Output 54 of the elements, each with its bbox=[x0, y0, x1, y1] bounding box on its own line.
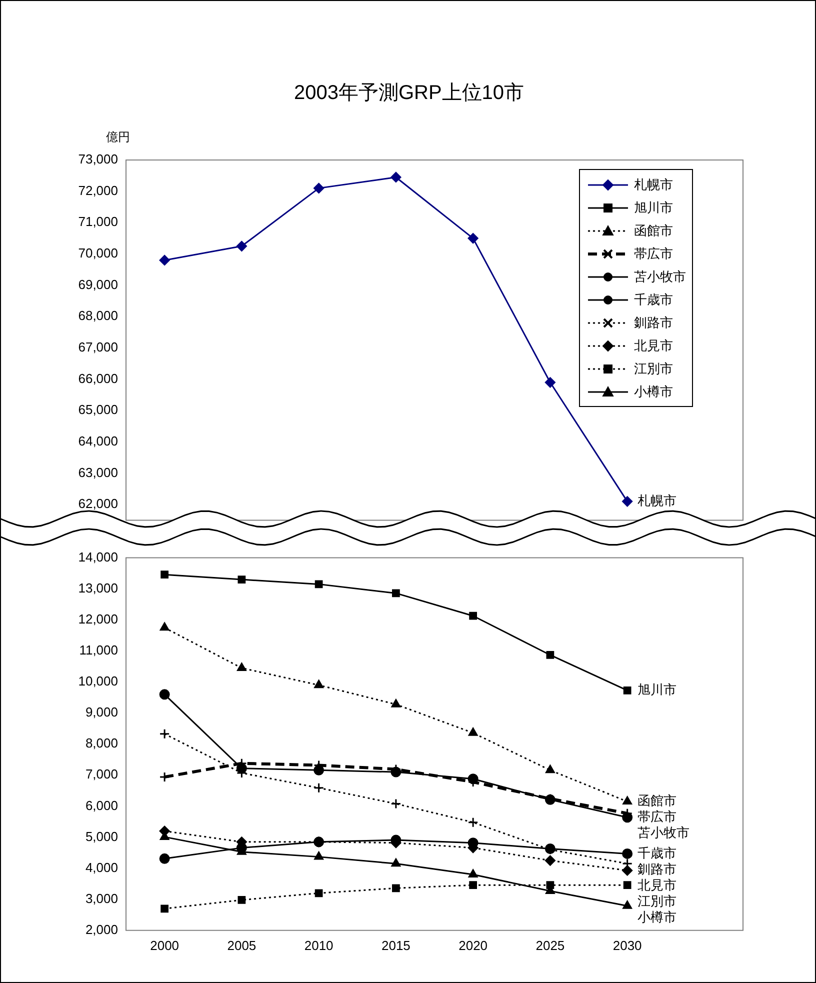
legend-label: 小樽市 bbox=[634, 382, 673, 400]
y-tick-label: 63,000 bbox=[78, 464, 118, 480]
text: 札幌市 bbox=[637, 492, 676, 508]
legend-label: 旭川市 bbox=[634, 198, 673, 216]
y-tick-label: 14,000 bbox=[78, 549, 118, 564]
y-tick-label: 11,000 bbox=[79, 642, 118, 658]
text: 函館市 bbox=[637, 793, 676, 808]
y-tick-label: 64,000 bbox=[78, 433, 118, 448]
y-tick-label: 70,000 bbox=[78, 246, 118, 261]
y-tick-label: 68,000 bbox=[78, 308, 118, 324]
y-tick-label: 3,000 bbox=[85, 890, 118, 906]
legend-label: 江別市 bbox=[634, 360, 673, 378]
y-tick-label: 9,000 bbox=[85, 704, 118, 720]
x-tick-label: 2015 bbox=[381, 938, 410, 953]
legend-label: 千歳市 bbox=[634, 290, 673, 308]
text: 釧路市 bbox=[637, 861, 676, 876]
legend-label: 帯広市 bbox=[634, 244, 673, 262]
chart-title: 2003年予測GRP上位10市 bbox=[292, 81, 526, 106]
y-tick-label: 10,000 bbox=[78, 674, 118, 689]
y-tick-label: 69,000 bbox=[78, 276, 118, 292]
y-tick-label: 66,000 bbox=[78, 370, 118, 386]
y-tick-label: 71,000 bbox=[78, 214, 118, 230]
x-tick-label: 2025 bbox=[536, 938, 565, 953]
x-tick-label: 2020 bbox=[458, 938, 488, 953]
y-tick-label: 4,000 bbox=[85, 860, 118, 875]
x-tick-label: 2000 bbox=[150, 938, 180, 953]
y-tick-label: 8,000 bbox=[85, 736, 118, 751]
y-tick-label: 7,000 bbox=[85, 766, 118, 782]
y-tick-label: 62,000 bbox=[78, 496, 118, 512]
text: 苫小牧市 bbox=[637, 825, 690, 840]
legend-label: 札幌市 bbox=[634, 176, 673, 194]
text: 帯広市 bbox=[637, 809, 676, 824]
text: 江別市 bbox=[637, 893, 676, 908]
text: 旭川市 bbox=[637, 682, 676, 697]
y-tick-label: 65,000 bbox=[78, 402, 118, 418]
x-tick-label: 2010 bbox=[304, 938, 334, 953]
legend-label: 釧路市 bbox=[634, 314, 673, 332]
y-axis-title: 億円 bbox=[106, 129, 130, 146]
text: 千歳市 bbox=[637, 845, 676, 860]
y-tick-label: 5,000 bbox=[85, 828, 118, 844]
y-tick-label: 6,000 bbox=[85, 798, 118, 813]
y-tick-label: 67,000 bbox=[78, 340, 118, 355]
y-tick-label: 13,000 bbox=[78, 580, 118, 596]
text: 小樽市 bbox=[637, 909, 676, 924]
legend-label: 北見市 bbox=[634, 336, 673, 354]
text: 北見市 bbox=[637, 877, 676, 892]
legend-label: 苫小牧市 bbox=[634, 268, 686, 286]
y-tick-label: 12,000 bbox=[78, 611, 118, 626]
y-tick-label: 2,000 bbox=[85, 922, 118, 937]
x-tick-label: 2005 bbox=[227, 938, 256, 953]
y-tick-label: 72,000 bbox=[78, 182, 118, 198]
x-tick-label: 2030 bbox=[612, 938, 642, 953]
legend-label: 函館市 bbox=[634, 222, 673, 240]
y-tick-label: 73,000 bbox=[78, 152, 118, 167]
